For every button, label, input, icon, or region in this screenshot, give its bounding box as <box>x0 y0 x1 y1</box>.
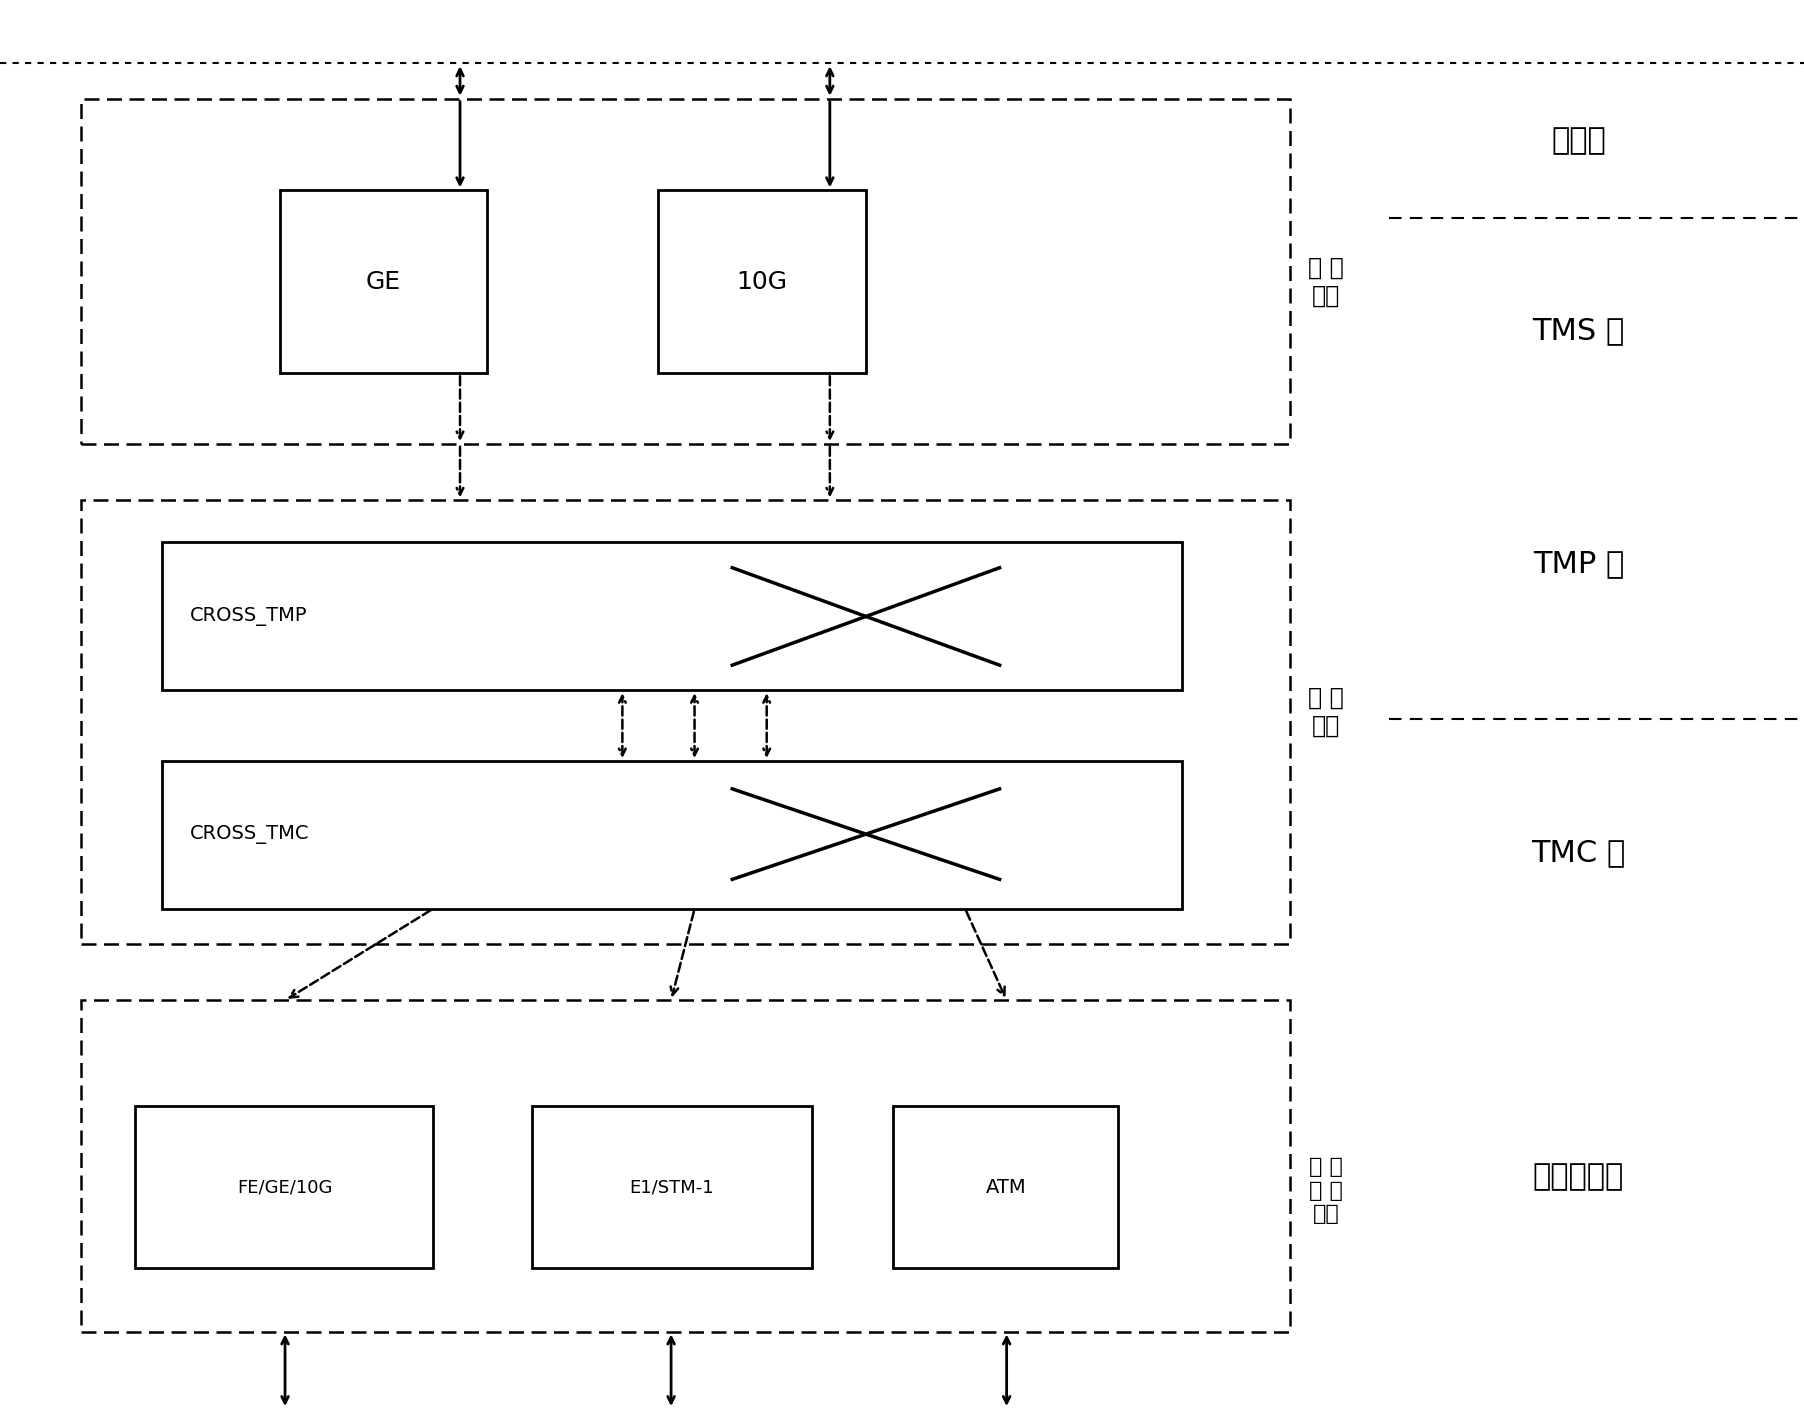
Bar <box>893 1106 1118 1268</box>
Bar <box>532 1106 812 1268</box>
Text: FE/GE/10G: FE/GE/10G <box>238 1178 332 1196</box>
Text: 业 务
接 口
单元: 业 务 接 口 单元 <box>1310 1157 1342 1224</box>
Bar <box>81 1000 1290 1332</box>
Bar <box>162 542 1182 690</box>
Text: 10G: 10G <box>736 269 788 294</box>
Text: ATM: ATM <box>987 1178 1026 1196</box>
Text: GE: GE <box>366 269 400 294</box>
Bar <box>135 1106 433 1268</box>
Text: 物理层: 物理层 <box>1551 127 1606 155</box>
Bar <box>81 500 1290 944</box>
Bar <box>658 190 866 373</box>
Text: CROSS_TMP: CROSS_TMP <box>189 607 307 626</box>
Text: TMC 层: TMC 层 <box>1532 838 1625 867</box>
Text: 客户业务层: 客户业务层 <box>1533 1162 1624 1191</box>
Text: 线 路
单元: 线 路 单元 <box>1308 256 1344 307</box>
Text: 交 叉
单元: 交 叉 单元 <box>1308 686 1344 737</box>
Bar <box>280 190 487 373</box>
Text: CROSS_TMC: CROSS_TMC <box>189 824 308 844</box>
Text: TMP 层: TMP 层 <box>1533 550 1624 578</box>
Bar <box>162 761 1182 909</box>
Text: TMS 层: TMS 层 <box>1532 317 1625 345</box>
Bar <box>81 99 1290 444</box>
Text: E1/STM-1: E1/STM-1 <box>630 1178 713 1196</box>
